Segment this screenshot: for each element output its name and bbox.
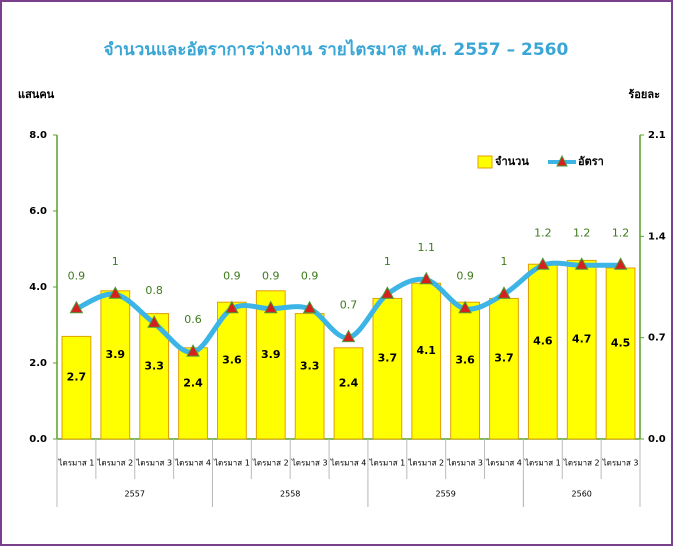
x-tick-label: ไตรมาส 3 (135, 459, 172, 468)
line-value-label: 1 (500, 255, 507, 268)
line-marker (497, 286, 511, 299)
legend-label: อัตรา (578, 155, 604, 168)
y2-axis-label: ร้อยละ (628, 88, 660, 101)
bar-value-label: 4.5 (611, 337, 631, 350)
bar-value-label: 3.7 (378, 352, 398, 365)
bar (450, 301, 480, 440)
line-marker (147, 315, 162, 328)
line-value-label: 0.9 (223, 270, 241, 283)
bar-value-label: 4.6 (533, 335, 553, 348)
y2-tick-label: 2.1 (648, 130, 666, 141)
line-marker (380, 286, 395, 299)
line-value-label: 0.9 (456, 270, 474, 283)
bar (255, 290, 286, 440)
chart-title: จำนวนและอัตราการว่างงาน รายไตรมาส พ.ศ. 2… (104, 39, 569, 60)
bar-value-label: 2.4 (183, 376, 203, 389)
bar-value-label: 3.9 (261, 348, 281, 361)
x-tick-label: ไตรมาส 2 (96, 459, 133, 468)
line-value-label: 1.1 (417, 241, 435, 254)
x-tick-label: ไตรมาส 1 (524, 459, 561, 468)
y-tick-label: 0.0 (29, 434, 47, 445)
x-tick-label: ไตรมาส 2 (563, 459, 600, 468)
legend-swatch (477, 155, 493, 169)
bar-value-label: 3.7 (494, 352, 514, 365)
line-value-label: 1.2 (573, 226, 591, 239)
line-marker (341, 329, 356, 343)
x-tick-label: ไตรมาส 1 (213, 459, 250, 468)
bar (217, 301, 247, 440)
x-tick-label: ไตรมาส 3 (446, 459, 483, 468)
y2-tick-label: 0.0 (648, 434, 666, 445)
bar (61, 335, 92, 440)
bar-value-label: 3.9 (106, 348, 126, 361)
line-value-label: 1.2 (534, 226, 552, 239)
bar (100, 290, 131, 440)
y-tick-label: 6.0 (29, 206, 47, 217)
group-label: 2557 (125, 490, 145, 499)
x-tick-label: ไตรมาส 1 (368, 459, 405, 468)
y-axis-label: แสนคน (18, 88, 55, 101)
line-marker (458, 300, 472, 314)
line-value-label: 0.7 (340, 299, 358, 312)
line-marker (419, 271, 434, 285)
bar (489, 297, 519, 440)
bar-value-label: 2.7 (67, 371, 87, 384)
group-label: 2558 (280, 490, 300, 499)
x-tick-label: ไตรมาส 3 (602, 459, 639, 468)
line-value-label: 0.8 (145, 284, 163, 297)
x-tick-label: ไตรมาส 4 (174, 459, 211, 468)
bar-value-label: 4.7 (572, 333, 592, 346)
line-marker (69, 300, 84, 314)
bar (294, 313, 325, 440)
line-value-label: 1 (112, 255, 119, 268)
legend-label: จำนวน (495, 155, 529, 168)
line-marker (186, 344, 200, 357)
bar (372, 297, 403, 440)
x-tick-label: ไตรมาส 4 (485, 459, 522, 468)
line-value-label: 0.9 (68, 270, 86, 283)
line-marker (225, 300, 239, 314)
line-marker (108, 286, 123, 299)
group-label: 2559 (435, 490, 455, 499)
y-tick-label: 4.0 (29, 282, 47, 293)
y-tick-label: 8.0 (29, 130, 47, 141)
line-value-label: 0.6 (184, 313, 202, 326)
line-value-label: 1 (384, 255, 391, 268)
line-value-label: 1.2 (612, 226, 630, 239)
bar (605, 267, 636, 440)
x-tick-label: ไตรมาส 2 (252, 459, 289, 468)
bar-value-label: 2.4 (339, 376, 359, 389)
bar-value-label: 3.6 (222, 354, 242, 367)
line-marker (302, 300, 317, 314)
line-marker (613, 257, 628, 270)
y2-tick-label: 1.4 (648, 231, 666, 242)
y-tick-label: 2.0 (29, 358, 47, 369)
bar-value-label: 3.6 (455, 354, 475, 367)
line-marker (263, 300, 278, 314)
bar (178, 347, 208, 440)
x-tick-label: ไตรมาส 1 (58, 459, 95, 468)
x-tick-label: ไตรมาส 3 (291, 459, 328, 468)
x-tick-label: ไตรมาส 4 (330, 459, 367, 468)
y2-tick-label: 0.7 (648, 333, 666, 344)
bar (566, 259, 597, 440)
bar-value-label: 4.1 (416, 344, 436, 357)
line-marker (574, 257, 589, 270)
bar (411, 282, 442, 440)
x-tick-label: ไตรมาส 2 (407, 459, 444, 468)
group-label: 2560 (572, 490, 592, 499)
legend-marker (556, 154, 568, 167)
line-value-label: 0.9 (262, 270, 280, 283)
bar (333, 347, 364, 440)
bar (527, 263, 558, 440)
line-marker (535, 257, 550, 270)
line-value-label: 0.9 (301, 270, 319, 283)
bar-value-label: 3.3 (144, 359, 164, 372)
bar-value-label: 3.3 (300, 359, 320, 372)
